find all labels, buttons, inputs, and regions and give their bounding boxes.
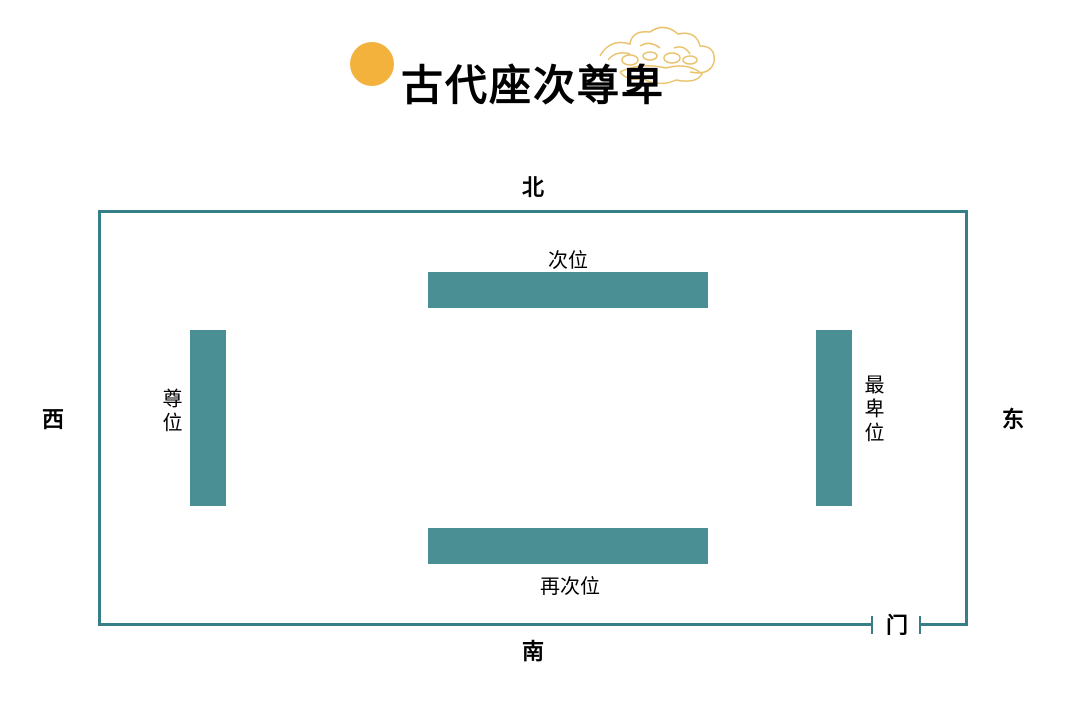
direction-east: 东 bbox=[1002, 402, 1024, 434]
seating-diagram: 北 南 西 东 门 次位 再次位 尊位 最卑位 bbox=[98, 210, 968, 626]
seat-label-west: 尊位 bbox=[156, 388, 185, 436]
door-label: 门 bbox=[886, 608, 908, 640]
direction-north: 北 bbox=[522, 170, 544, 202]
border-bottom-right bbox=[920, 623, 968, 626]
door-tick-right bbox=[919, 616, 921, 634]
door-tick-left bbox=[871, 616, 873, 634]
direction-west: 西 bbox=[42, 402, 64, 434]
direction-south: 南 bbox=[522, 634, 544, 666]
border-top bbox=[98, 210, 968, 213]
seat-west bbox=[190, 330, 226, 506]
seat-north bbox=[428, 272, 708, 308]
page-title: 古代座次尊卑 bbox=[401, 64, 665, 110]
seat-east bbox=[816, 330, 852, 506]
seat-label-east: 最卑位 bbox=[858, 374, 887, 446]
border-bottom-left bbox=[98, 623, 872, 626]
seat-label-south: 再次位 bbox=[540, 570, 600, 599]
title-container: 古代座次尊卑 bbox=[0, 52, 1066, 113]
border-right bbox=[965, 210, 968, 626]
border-left bbox=[98, 210, 101, 626]
seat-south bbox=[428, 528, 708, 564]
seat-label-north: 次位 bbox=[548, 244, 588, 273]
